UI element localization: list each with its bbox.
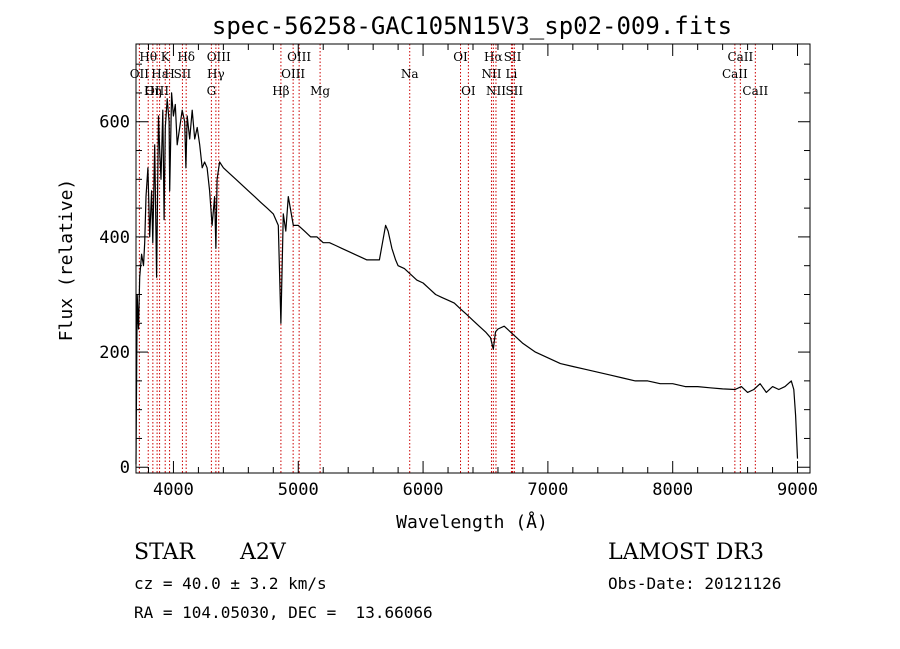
spectral-line-label: OI	[453, 50, 468, 64]
y-tick-label: 0	[120, 458, 130, 478]
spectral-line-label: Li	[506, 67, 518, 81]
observation-date: Obs-Date: 20121126	[608, 574, 782, 593]
spectral-line-label: CaII	[727, 50, 753, 64]
spectral-line-label: OII	[130, 67, 150, 81]
y-tick-label: 600	[99, 113, 130, 133]
spectral-line-label: Hθ	[139, 50, 157, 64]
x-tick-label: 5000	[278, 480, 319, 500]
spectrum-series-line	[135, 92, 799, 465]
spectral-line-label: Hη	[144, 84, 162, 98]
y-tick-label: 400	[99, 228, 130, 248]
x-axis-label: Wavelength (Å)	[396, 511, 548, 533]
plot-frame	[135, 43, 811, 474]
spectral-line-label: OIII	[287, 50, 311, 64]
spectral-line-label: Hδ	[177, 50, 195, 64]
spectral-line-label: Hα	[484, 50, 503, 64]
survey-name: LAMOST DR3	[608, 540, 764, 565]
redshift-readout: cz = 40.0 ± 3.2 km/s	[134, 574, 327, 593]
spectral-line-label: SII	[504, 50, 522, 64]
spectral-line-label: Mg	[310, 84, 330, 98]
spectral-line-label: K	[161, 50, 171, 64]
object-class: STAR	[134, 540, 195, 565]
x-tick-label: 8000	[652, 480, 693, 500]
spectral-line-label: OI	[461, 84, 476, 98]
spectral-line-label: Hβ	[272, 84, 289, 98]
y-axis-label: Flux (relative)	[56, 179, 77, 342]
spectral-line-label: OIII	[145, 84, 169, 98]
spectral-line-label: OIII	[281, 67, 305, 81]
spectral-line-label: SII	[505, 84, 523, 98]
spectral-line-label: CaII	[742, 84, 768, 98]
x-tick-label: 6000	[403, 480, 444, 500]
spectral-line-label: CaII	[722, 67, 748, 81]
chart-title: spec-56258-GAC105N15V3_sp02-009.fits	[212, 12, 732, 40]
series-layer	[135, 92, 799, 465]
spectral-line-label: NII	[486, 84, 506, 98]
object-subclass: A2V	[240, 540, 286, 565]
y-tick-label: 200	[99, 343, 130, 363]
spectral-line-label: OIII	[207, 50, 231, 64]
spectral-line-label: NII	[481, 67, 501, 81]
spectral-line-label: H	[164, 67, 174, 81]
x-tick-label: 9000	[777, 480, 818, 500]
spectral-line-label: Hε	[151, 67, 168, 81]
spectral-line-label: Na	[401, 67, 419, 81]
spectral-line-label: Hγ	[207, 67, 225, 81]
x-tick-label: 7000	[527, 480, 568, 500]
spectral-line-label: G	[207, 84, 217, 98]
spectral-line-label: SII	[174, 67, 192, 81]
coordinates-readout: RA = 104.05030, DEC = 13.66066	[134, 603, 433, 622]
x-tick-label: 4000	[153, 480, 194, 500]
axes-layer: 4000 5000 6000 7000 8000 9000 0 200 400 600	[99, 43, 818, 500]
